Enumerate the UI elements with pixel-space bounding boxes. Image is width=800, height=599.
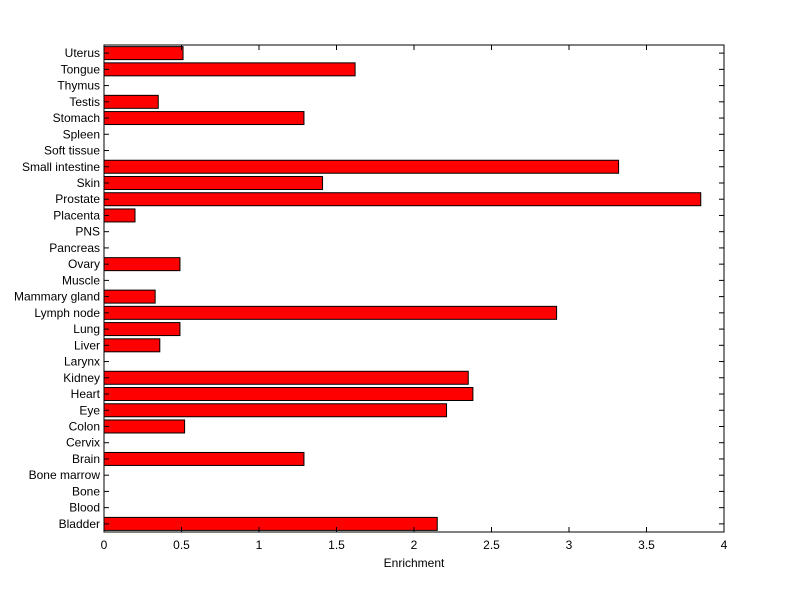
bar-lung bbox=[103, 322, 181, 337]
x-tick-label: 0.5 bbox=[173, 538, 190, 552]
y-tick-label: Bone bbox=[72, 484, 100, 498]
y-tick-label: Uterus bbox=[65, 46, 100, 60]
x-tick-label: 1.5 bbox=[328, 538, 345, 552]
bar-lymph-node bbox=[103, 305, 558, 320]
bars-layer bbox=[103, 46, 702, 531]
y-tick-label: Bone marrow bbox=[29, 468, 101, 482]
x-tick-label: 2 bbox=[411, 538, 418, 552]
y-tick-label: Liver bbox=[74, 338, 100, 352]
x-tick-label: 3 bbox=[566, 538, 573, 552]
bar-kidney bbox=[103, 370, 469, 385]
y-tick-label: Ovary bbox=[68, 257, 100, 271]
y-tick-label: Brain bbox=[72, 452, 100, 466]
x-tick-label: 4 bbox=[721, 538, 728, 552]
y-tick-label: Lymph node bbox=[34, 306, 100, 320]
y-tick-label: Kidney bbox=[63, 371, 100, 385]
bar-prostate bbox=[103, 192, 702, 207]
y-tick-label: Larynx bbox=[64, 355, 100, 369]
bar-tongue bbox=[103, 62, 356, 77]
ticks-layer bbox=[103, 45, 725, 532]
bar-liver bbox=[103, 338, 161, 353]
bar-eye bbox=[103, 403, 448, 418]
x-tick-label: 1 bbox=[256, 538, 263, 552]
x-tick-label: 0 bbox=[101, 538, 108, 552]
bar-colon bbox=[103, 419, 186, 434]
x-tick-label: 2.5 bbox=[483, 538, 500, 552]
x-axis-label: Enrichment bbox=[384, 556, 445, 570]
bar-brain bbox=[103, 451, 305, 466]
bar-ovary bbox=[103, 257, 181, 272]
y-tick-label: Mammary gland bbox=[14, 290, 100, 304]
bar-mammary-gland bbox=[103, 289, 156, 304]
y-tick-label: Stomach bbox=[53, 111, 100, 125]
y-tick-label: Lung bbox=[73, 322, 100, 336]
bar-stomach bbox=[103, 111, 305, 126]
bar-uterus bbox=[103, 46, 184, 61]
y-tick-labels: Bladder Blood Bone Bone marrow Brain Cervix Co… bbox=[14, 46, 101, 531]
bar-testis bbox=[103, 94, 159, 109]
y-tick-label: Muscle bbox=[62, 273, 100, 287]
y-tick-label: Testis bbox=[69, 95, 100, 109]
y-tick-label: Pancreas bbox=[49, 241, 100, 255]
y-tick-label: Colon bbox=[69, 419, 100, 433]
bar-skin bbox=[103, 175, 324, 190]
y-tick-label: Cervix bbox=[66, 436, 100, 450]
y-tick-label: Eye bbox=[79, 403, 100, 417]
y-tick-label: Blood bbox=[69, 501, 100, 515]
y-tick-label: Prostate bbox=[55, 192, 100, 206]
y-tick-label: Thymus bbox=[57, 79, 100, 93]
bar-bladder bbox=[103, 516, 438, 531]
y-tick-label: Soft tissue bbox=[44, 144, 100, 158]
bar-heart bbox=[103, 387, 474, 402]
y-tick-label: Small intestine bbox=[22, 160, 100, 174]
y-tick-label: Bladder bbox=[59, 517, 100, 531]
x-tick-label: 3.5 bbox=[638, 538, 655, 552]
y-tick-label: Heart bbox=[71, 387, 101, 401]
bar-small-intestine bbox=[103, 159, 620, 174]
y-tick-label: Spleen bbox=[63, 127, 100, 141]
x-tick-labels: 0 0.5 1 1.5 2 2.5 3 3.5 4 bbox=[101, 538, 728, 552]
y-tick-label: Tongue bbox=[61, 62, 101, 76]
y-tick-label: Skin bbox=[77, 176, 100, 190]
y-tick-label: Placenta bbox=[53, 208, 100, 222]
y-tick-label: PNS bbox=[75, 225, 100, 239]
